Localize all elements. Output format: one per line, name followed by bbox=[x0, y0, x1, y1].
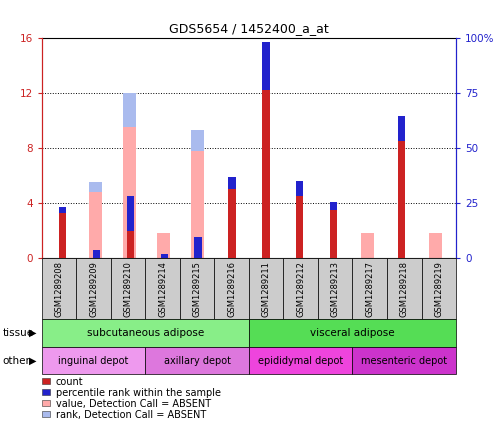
Bar bbox=[330, 202, 337, 210]
Bar bbox=[228, 190, 236, 258]
Bar bbox=[89, 182, 102, 192]
Bar bbox=[398, 116, 405, 141]
Text: count: count bbox=[56, 377, 83, 387]
Text: GSM1289209: GSM1289209 bbox=[89, 261, 98, 317]
Text: GSM1289211: GSM1289211 bbox=[262, 261, 271, 317]
Bar bbox=[228, 177, 236, 190]
Text: tissue: tissue bbox=[2, 328, 34, 338]
Text: GSM1289212: GSM1289212 bbox=[296, 261, 305, 317]
Bar bbox=[194, 237, 202, 258]
Text: epididymal depot: epididymal depot bbox=[258, 356, 343, 365]
Bar bbox=[157, 233, 170, 258]
Bar bbox=[428, 233, 442, 258]
Bar bbox=[123, 93, 136, 127]
Bar bbox=[93, 250, 100, 258]
Text: rank, Detection Call = ABSENT: rank, Detection Call = ABSENT bbox=[56, 410, 206, 420]
Text: GSM1289219: GSM1289219 bbox=[434, 261, 443, 317]
Title: GDS5654 / 1452400_a_at: GDS5654 / 1452400_a_at bbox=[169, 22, 329, 36]
Text: percentile rank within the sample: percentile rank within the sample bbox=[56, 388, 221, 398]
Text: inguinal depot: inguinal depot bbox=[59, 356, 129, 365]
Text: subcutaneous adipose: subcutaneous adipose bbox=[87, 328, 204, 338]
Bar bbox=[330, 210, 337, 258]
Bar bbox=[262, 42, 270, 91]
Bar bbox=[161, 254, 168, 258]
Text: ▶: ▶ bbox=[29, 328, 36, 338]
Bar bbox=[262, 91, 270, 258]
Text: axillary depot: axillary depot bbox=[164, 356, 231, 365]
Text: GSM1289218: GSM1289218 bbox=[400, 261, 409, 317]
Bar bbox=[127, 231, 134, 258]
Text: ▶: ▶ bbox=[29, 356, 36, 365]
Bar bbox=[296, 181, 304, 196]
Bar bbox=[191, 151, 204, 258]
Text: GSM1289217: GSM1289217 bbox=[365, 261, 374, 317]
Text: GSM1289215: GSM1289215 bbox=[193, 261, 202, 317]
Text: GSM1289214: GSM1289214 bbox=[158, 261, 167, 317]
Bar bbox=[191, 130, 204, 151]
Text: visceral adipose: visceral adipose bbox=[310, 328, 395, 338]
Text: GSM1289213: GSM1289213 bbox=[331, 261, 340, 317]
Bar bbox=[89, 192, 102, 258]
Bar bbox=[361, 233, 374, 258]
Text: other: other bbox=[2, 356, 31, 365]
Text: value, Detection Call = ABSENT: value, Detection Call = ABSENT bbox=[56, 399, 211, 409]
Bar bbox=[59, 213, 66, 258]
Bar bbox=[59, 207, 66, 213]
Text: mesenteric depot: mesenteric depot bbox=[361, 356, 447, 365]
Text: GSM1289210: GSM1289210 bbox=[124, 261, 133, 317]
Text: GSM1289208: GSM1289208 bbox=[55, 261, 64, 317]
Bar bbox=[398, 141, 405, 258]
Bar bbox=[296, 196, 304, 258]
Bar bbox=[127, 196, 134, 231]
Text: GSM1289216: GSM1289216 bbox=[227, 261, 236, 317]
Bar bbox=[123, 127, 136, 258]
